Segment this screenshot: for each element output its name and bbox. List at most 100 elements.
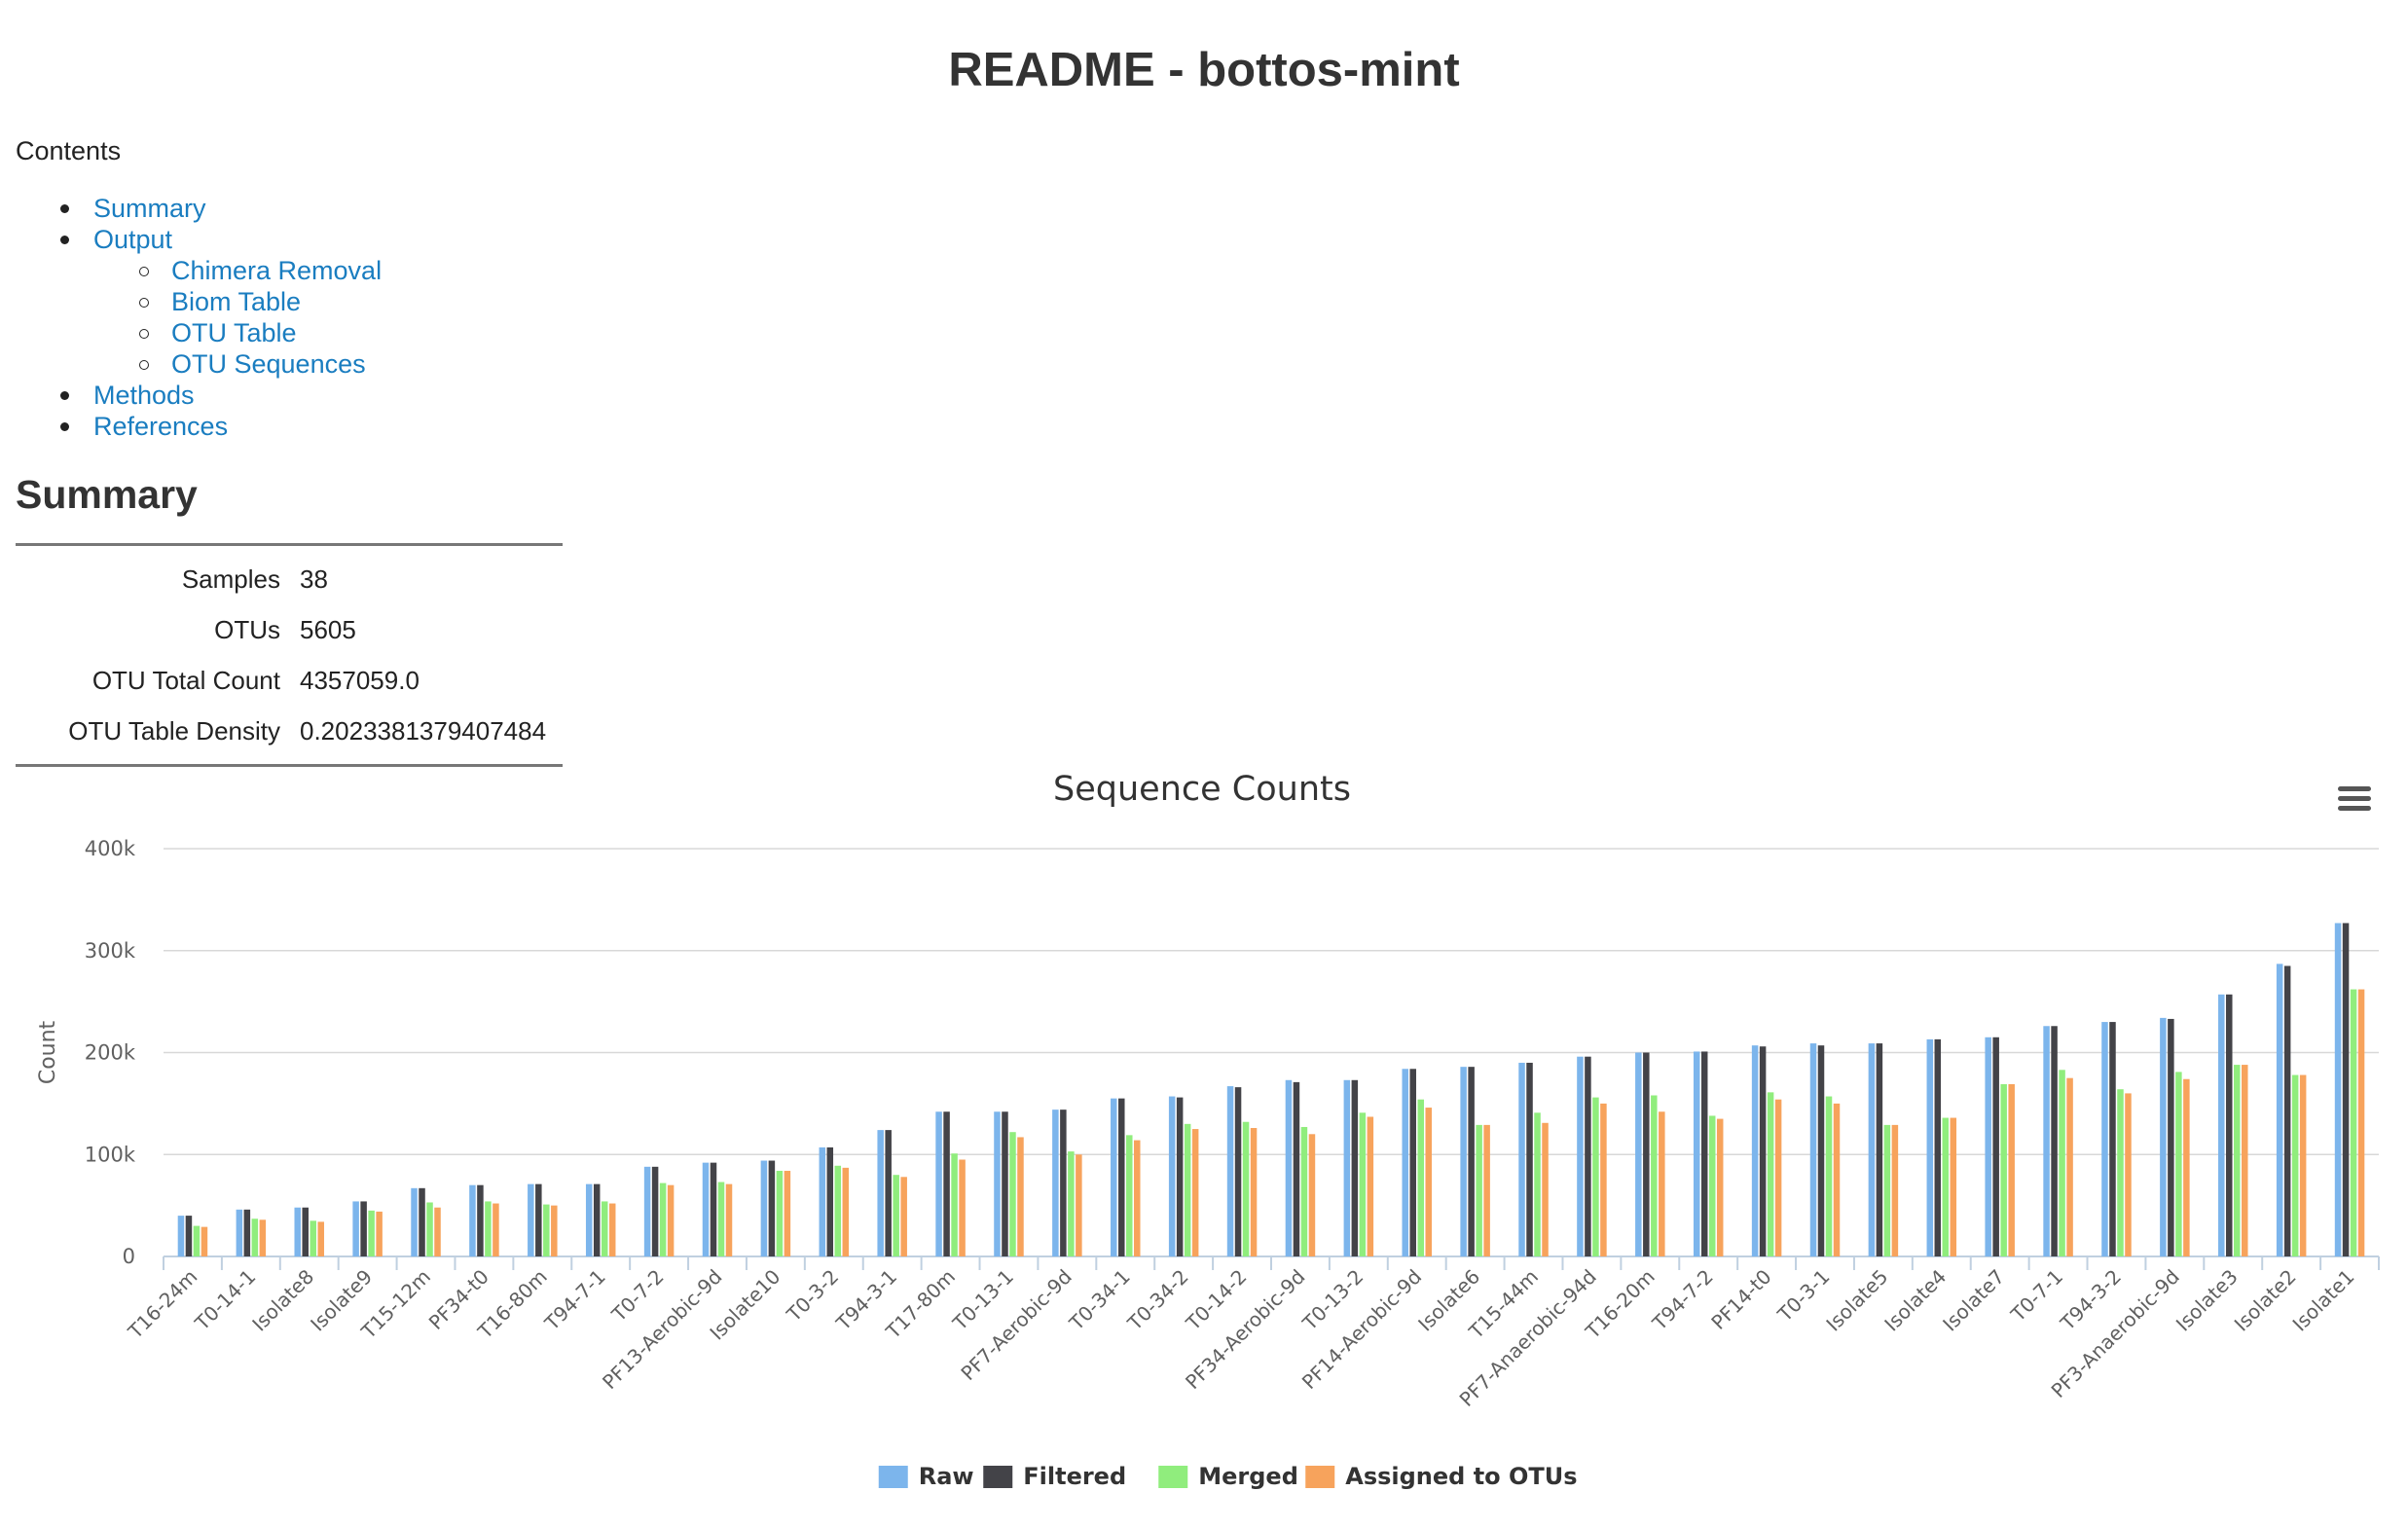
bar-filtered[interactable] — [360, 1201, 367, 1256]
bar-assigned-to-otus[interactable] — [434, 1207, 441, 1256]
legend-swatch[interactable] — [878, 1466, 908, 1488]
toc-link-output[interactable]: Output — [93, 225, 173, 254]
bar-raw[interactable] — [2160, 1017, 2167, 1256]
bar-filtered[interactable] — [1934, 1038, 1942, 1256]
bar-merged[interactable] — [1242, 1121, 1250, 1256]
bar-raw[interactable] — [1226, 1086, 1234, 1256]
bar-assigned-to-otus[interactable] — [1833, 1103, 1841, 1256]
bar-raw[interactable] — [2334, 923, 2342, 1256]
bar-assigned-to-otus[interactable] — [784, 1171, 791, 1256]
bar-assigned-to-otus[interactable] — [2066, 1077, 2073, 1256]
bar-raw[interactable] — [352, 1201, 359, 1256]
bar-assigned-to-otus[interactable] — [2357, 989, 2365, 1256]
bar-assigned-to-otus[interactable] — [1017, 1137, 1024, 1256]
bar-merged[interactable] — [193, 1225, 201, 1256]
bar-raw[interactable] — [469, 1184, 476, 1256]
bar-filtered[interactable] — [1817, 1045, 1825, 1256]
bar-raw[interactable] — [935, 1111, 942, 1256]
toc-link-summary[interactable]: Summary — [93, 194, 206, 223]
bar-raw[interactable] — [760, 1160, 768, 1256]
bar-filtered[interactable] — [1759, 1046, 1767, 1256]
bar-assigned-to-otus[interactable] — [842, 1167, 850, 1256]
bar-assigned-to-otus[interactable] — [2299, 1074, 2307, 1256]
bar-filtered[interactable] — [1118, 1098, 1125, 1256]
legend-label-filtered[interactable]: Filtered — [1023, 1463, 1126, 1490]
bar-merged[interactable] — [1767, 1092, 1774, 1256]
bar-assigned-to-otus[interactable] — [1308, 1134, 1316, 1256]
bar-filtered[interactable] — [768, 1160, 776, 1256]
bar-assigned-to-otus[interactable] — [1542, 1122, 1549, 1256]
toc-link-biom-table[interactable]: Biom Table — [171, 287, 302, 316]
legend-label-assigned-to-otus[interactable]: Assigned to OTUs — [1345, 1463, 1577, 1490]
bar-filtered[interactable] — [2226, 994, 2233, 1256]
bar-assigned-to-otus[interactable] — [2008, 1083, 2015, 1256]
bar-filtered[interactable] — [477, 1184, 484, 1256]
bar-filtered[interactable] — [1351, 1079, 1359, 1256]
bar-merged[interactable] — [776, 1171, 784, 1256]
bar-raw[interactable] — [1343, 1079, 1351, 1256]
bar-assigned-to-otus[interactable] — [493, 1203, 499, 1256]
bar-merged[interactable] — [1825, 1096, 1833, 1256]
bar-merged[interactable] — [1068, 1151, 1075, 1256]
bar-assigned-to-otus[interactable] — [1716, 1118, 1724, 1256]
bar-merged[interactable] — [951, 1153, 958, 1256]
bar-raw[interactable] — [1635, 1052, 1642, 1257]
bar-assigned-to-otus[interactable] — [1483, 1124, 1490, 1256]
toc-link-otu-table[interactable]: OTU Table — [171, 318, 297, 347]
bar-merged[interactable] — [543, 1204, 550, 1256]
bar-filtered[interactable] — [1700, 1051, 1708, 1256]
bar-filtered[interactable] — [2109, 1022, 2116, 1256]
bar-raw[interactable] — [1868, 1043, 1876, 1256]
bar-filtered[interactable] — [1585, 1056, 1591, 1256]
bar-merged[interactable] — [1184, 1123, 1191, 1256]
legend-swatch[interactable] — [1305, 1466, 1335, 1488]
bar-assigned-to-otus[interactable] — [1250, 1128, 1258, 1256]
bar-assigned-to-otus[interactable] — [317, 1221, 324, 1256]
legend-swatch[interactable] — [1158, 1466, 1188, 1488]
bar-filtered[interactable] — [885, 1130, 892, 1256]
bar-raw[interactable] — [1577, 1056, 1584, 1256]
bar-raw[interactable] — [1285, 1079, 1293, 1256]
bar-raw[interactable] — [2276, 964, 2283, 1256]
bar-merged[interactable] — [659, 1182, 667, 1256]
legend-label-merged[interactable]: Merged — [1198, 1463, 1298, 1490]
bar-filtered[interactable] — [1176, 1097, 1184, 1256]
bar-filtered[interactable] — [2342, 923, 2350, 1256]
bar-filtered[interactable] — [710, 1162, 717, 1256]
bar-assigned-to-otus[interactable] — [1134, 1140, 1141, 1256]
bar-merged[interactable] — [2059, 1070, 2065, 1256]
bar-filtered[interactable] — [2051, 1026, 2058, 1256]
bar-assigned-to-otus[interactable] — [201, 1226, 208, 1256]
hamburger-menu-icon[interactable] — [2338, 786, 2371, 791]
toc-link-chimera-removal[interactable]: Chimera Removal — [171, 256, 383, 285]
bar-assigned-to-otus[interactable] — [608, 1203, 616, 1256]
bar-merged[interactable] — [426, 1202, 433, 1256]
bar-raw[interactable] — [819, 1146, 826, 1256]
bar-assigned-to-otus[interactable] — [259, 1219, 267, 1256]
bar-filtered[interactable] — [243, 1209, 251, 1256]
bar-raw[interactable] — [1460, 1067, 1467, 1256]
bar-raw[interactable] — [702, 1162, 710, 1256]
bar-assigned-to-otus[interactable] — [1659, 1111, 1665, 1256]
bar-filtered[interactable] — [535, 1183, 542, 1256]
bar-assigned-to-otus[interactable] — [667, 1184, 675, 1256]
bar-assigned-to-otus[interactable] — [1425, 1108, 1432, 1256]
bar-filtered[interactable] — [1468, 1067, 1475, 1256]
bar-assigned-to-otus[interactable] — [1600, 1103, 1607, 1256]
bar-filtered[interactable] — [2168, 1018, 2174, 1256]
bar-filtered[interactable] — [1643, 1052, 1650, 1257]
bar-merged[interactable] — [1359, 1112, 1367, 1256]
bar-merged[interactable] — [368, 1210, 375, 1256]
bar-raw[interactable] — [236, 1209, 243, 1256]
bar-raw[interactable] — [1111, 1098, 1117, 1256]
bar-raw[interactable] — [2043, 1026, 2050, 1256]
bar-raw[interactable] — [643, 1166, 651, 1256]
bar-filtered[interactable] — [1060, 1110, 1067, 1256]
bar-raw[interactable] — [2218, 994, 2225, 1256]
bar-assigned-to-otus[interactable] — [1076, 1154, 1082, 1256]
bar-filtered[interactable] — [1526, 1062, 1533, 1256]
bar-filtered[interactable] — [419, 1187, 425, 1256]
bar-assigned-to-otus[interactable] — [725, 1183, 733, 1256]
bar-filtered[interactable] — [1409, 1069, 1416, 1256]
bar-assigned-to-otus[interactable] — [376, 1211, 383, 1256]
